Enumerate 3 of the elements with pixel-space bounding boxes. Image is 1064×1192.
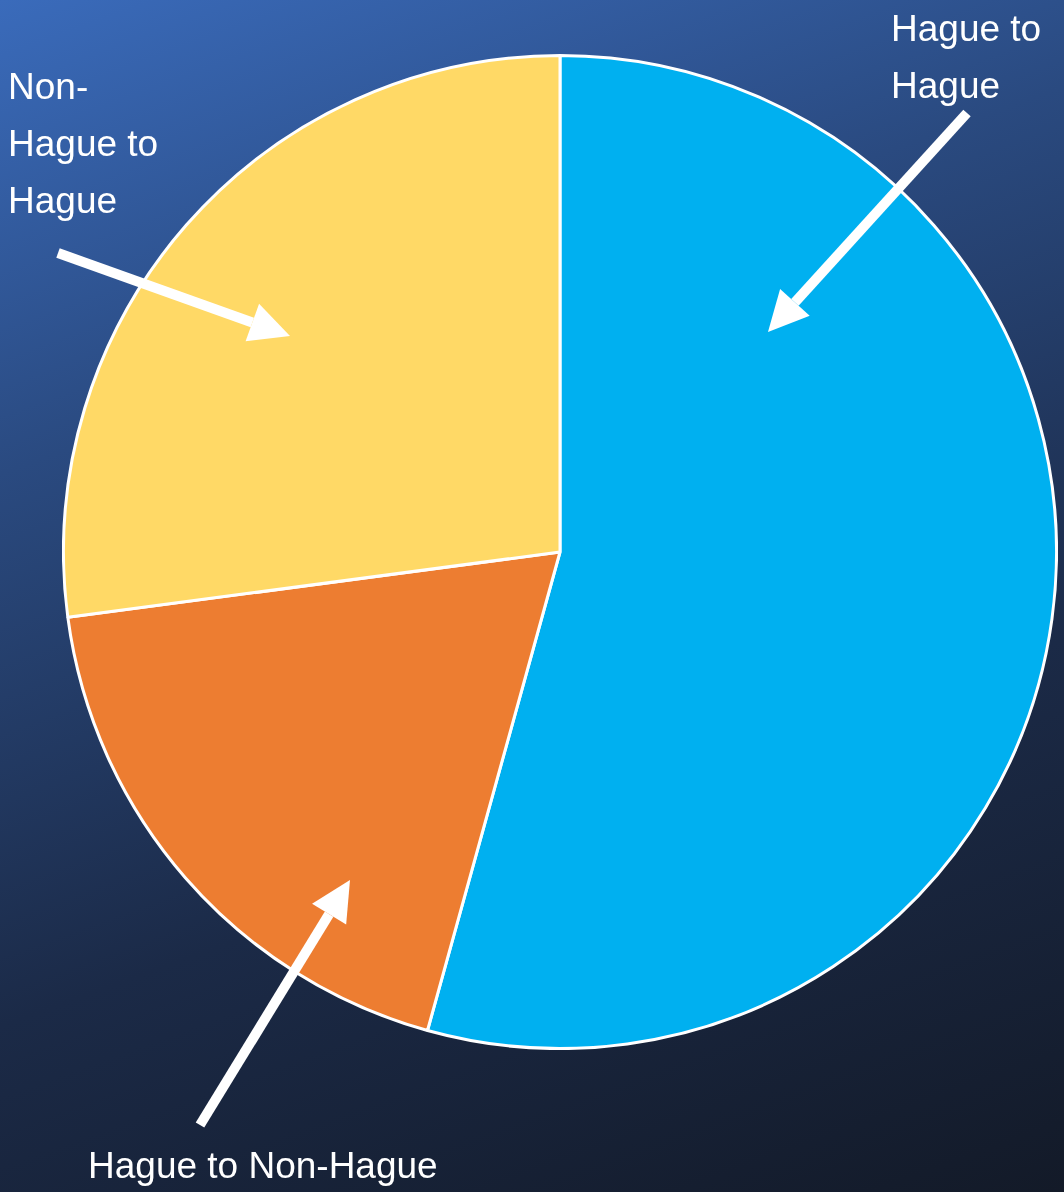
slice-label: Hague to Hague [891, 7, 1043, 108]
slice-label: Non-Hague to Hague [8, 65, 160, 223]
slice-label: Hague to Non-Hague [88, 1144, 438, 1188]
